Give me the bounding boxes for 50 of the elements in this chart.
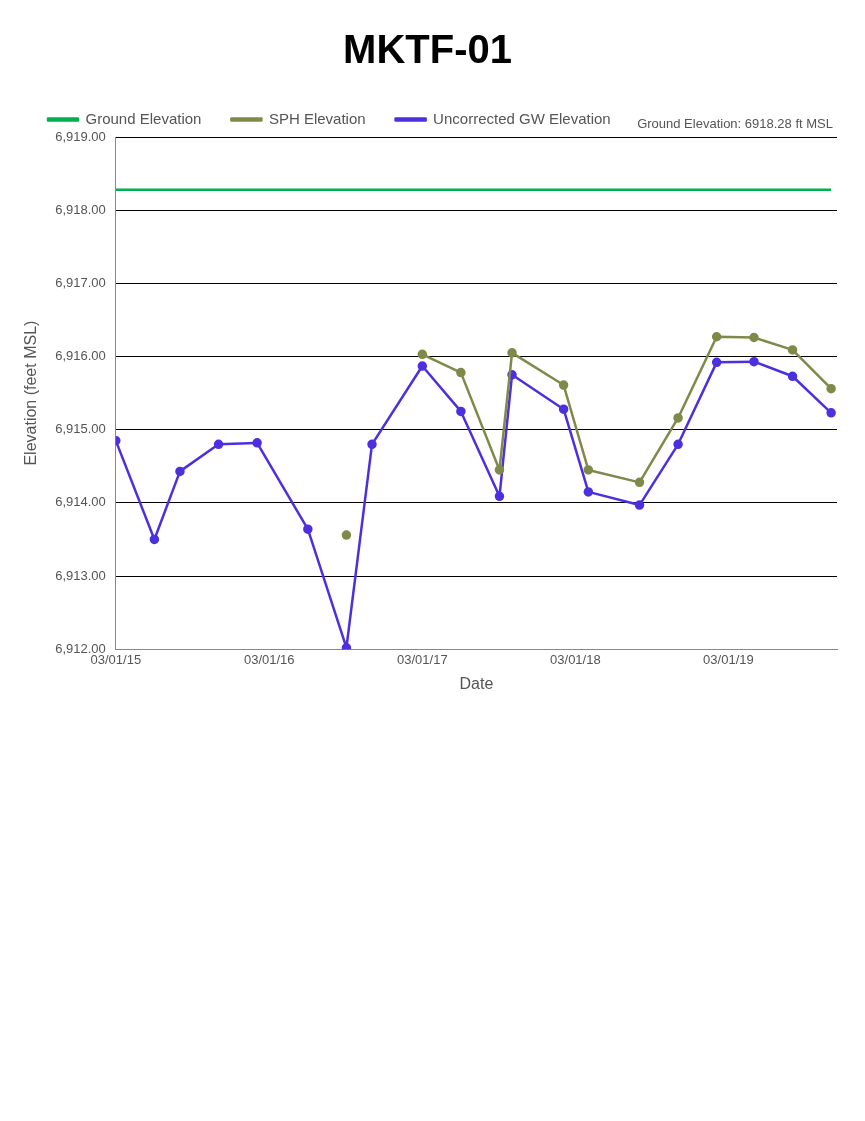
- point: [303, 524, 313, 534]
- point: [175, 466, 185, 477]
- point: [252, 438, 262, 448]
- point: [711, 332, 722, 342]
- point: [749, 332, 759, 343]
- x-tick-label: 03/01/19: [703, 651, 754, 667]
- y-tick-label: 6,915.00: [55, 421, 106, 437]
- point: [494, 491, 505, 502]
- point: [826, 408, 836, 418]
- point: [634, 500, 645, 510]
- point: [711, 357, 722, 368]
- point: [507, 348, 517, 358]
- y-tick-label: 6,916.00: [55, 348, 106, 364]
- point: [583, 465, 594, 475]
- x-tick-label: 03/01/16: [243, 651, 295, 667]
- legend-label: SPH Elevation: [268, 109, 366, 127]
- point: [149, 534, 160, 545]
- x-tick-label: 03/01/17: [397, 651, 448, 667]
- y-tick-label: 6,912.00: [55, 640, 106, 656]
- point: [341, 642, 352, 650]
- point: [417, 361, 428, 371]
- point: [494, 465, 505, 475]
- chart-title: MKTF-01: [343, 27, 512, 72]
- point: [583, 487, 594, 497]
- legend-label: Ground Elevation: [85, 109, 202, 127]
- point: [558, 380, 569, 390]
- point: [417, 349, 428, 360]
- x-tick-label: 03/01/18: [550, 651, 601, 667]
- point: [341, 530, 352, 540]
- point: [456, 367, 466, 378]
- y-tick-label: 6,917.00: [55, 274, 106, 290]
- x-axis-title: Date: [459, 674, 494, 692]
- point: [558, 404, 569, 414]
- point: [826, 383, 836, 394]
- y-tick-label: 6,913.00: [55, 567, 106, 583]
- point: [749, 356, 759, 367]
- y-tick-label: 6,919.00: [55, 128, 106, 144]
- y-tick-label: 6,918.00: [55, 201, 106, 217]
- y-axis-title: Elevation (feet MSL): [22, 320, 40, 466]
- point: [787, 345, 798, 355]
- point: [673, 413, 683, 423]
- y-tick-label: 6,914.00: [55, 494, 106, 510]
- point: [213, 439, 224, 450]
- point: [456, 406, 466, 417]
- point: [787, 371, 798, 382]
- point: [673, 439, 683, 450]
- legend-label: Uncorrected GW Elevation: [433, 109, 611, 127]
- point: [634, 477, 645, 488]
- text: Ground Elevation: 6918.28 ft MSL: [637, 116, 833, 132]
- point: [367, 439, 377, 450]
